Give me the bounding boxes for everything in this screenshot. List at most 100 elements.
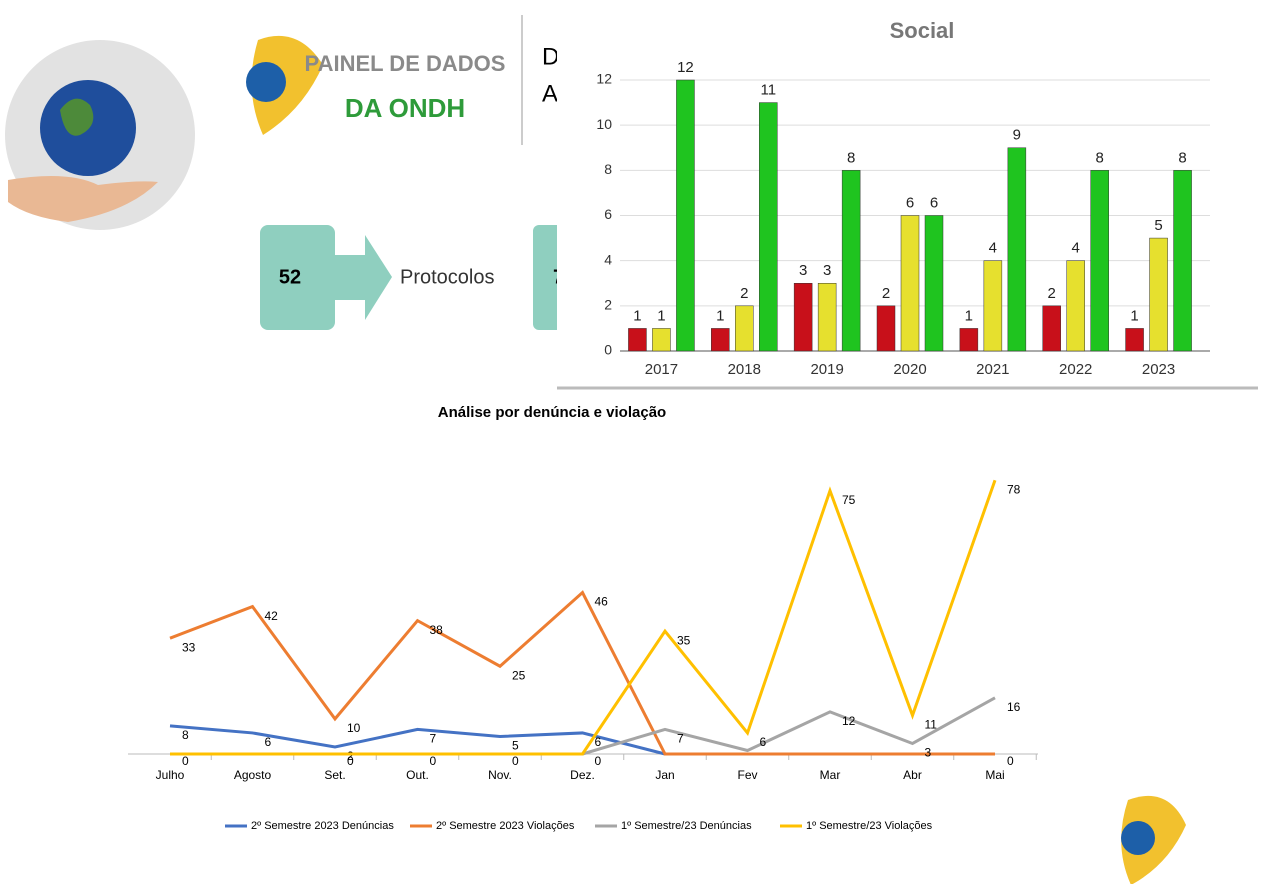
bar (841, 170, 861, 352)
x-tick-label: Out. (406, 768, 429, 782)
data-label: 12 (677, 59, 694, 76)
x-tick-label: Set. (324, 768, 345, 782)
data-label: 38 (430, 623, 444, 637)
data-label: 8 (1178, 149, 1186, 166)
series-line (169, 724, 666, 756)
data-label: 78 (1007, 482, 1021, 496)
legend-label: 2º Semestre 2023 Denúncias (251, 820, 394, 832)
y-tick-label: 10 (596, 116, 612, 132)
data-label: 0 (430, 754, 437, 768)
chart-title: Social (890, 18, 955, 43)
logo-title: PAINEL DE DADOS (305, 51, 506, 76)
arrow (335, 235, 392, 320)
y-tick-label: 0 (604, 342, 612, 358)
cut-text: D (542, 43, 559, 70)
bar (1173, 170, 1192, 352)
legend-label: 1º Semestre/23 Denúncias (621, 820, 752, 832)
data-label: 5 (1154, 217, 1162, 234)
x-tick-label: 2018 (728, 361, 761, 378)
data-label: 4 (1072, 240, 1080, 257)
data-label: 0 (1007, 754, 1014, 768)
bar (1007, 147, 1027, 352)
chart-title: Análise por denúncia e violação (438, 404, 666, 421)
bar (1149, 237, 1168, 352)
bar (652, 328, 671, 352)
data-label: 1 (1130, 307, 1138, 324)
legend-label: 1º Semestre/23 Violações (806, 820, 933, 832)
bar (1042, 305, 1061, 352)
globe-land (60, 98, 94, 136)
x-tick-label: 2021 (976, 361, 1009, 378)
data-label: 33 (182, 640, 196, 654)
data-label: 16 (1007, 700, 1021, 714)
series-line (582, 696, 996, 756)
x-tick-label: Agosto (234, 768, 272, 782)
data-label: 3 (799, 262, 807, 279)
data-label: 2 (740, 285, 748, 302)
bar (817, 283, 837, 352)
data-label: 0 (182, 754, 189, 768)
protocol-box (260, 225, 335, 330)
data-label: 0 (347, 754, 354, 768)
x-tick-label: Mar (820, 768, 841, 782)
data-label: 35 (677, 633, 691, 647)
bar (676, 79, 695, 352)
bar (1090, 170, 1109, 352)
bar (983, 260, 1003, 352)
protocol-box (533, 225, 563, 330)
x-tick-label: Fev (737, 768, 757, 782)
data-label: 8 (182, 728, 189, 742)
data-label: 7 (677, 732, 684, 746)
x-tick-label: 2019 (810, 361, 843, 378)
cut-text: A (542, 80, 558, 107)
data-label: 3 (925, 746, 932, 760)
y-tick-label: 6 (604, 206, 612, 222)
data-label: 6 (265, 735, 272, 749)
hand (8, 176, 158, 222)
x-tick-label: Mai (985, 768, 1004, 782)
y-tick-label: 12 (596, 71, 612, 87)
data-label: 6 (930, 194, 938, 211)
data-label: 8 (1096, 149, 1104, 166)
bar (959, 328, 979, 352)
protocol-label: Protocolos (400, 266, 495, 288)
series-line (170, 479, 997, 756)
logo-shape (251, 35, 323, 136)
bar (876, 305, 896, 352)
data-label: 5 (512, 739, 519, 753)
y-tick-label: 8 (604, 161, 612, 177)
bar (628, 328, 647, 352)
data-label: 4 (989, 240, 997, 257)
data-label: 6 (760, 735, 767, 749)
protocol-count: 52 (279, 266, 301, 288)
x-tick-label: 2017 (645, 361, 678, 378)
data-label: 46 (595, 595, 609, 609)
y-tick-label: 4 (604, 251, 612, 267)
data-label: 1 (633, 307, 641, 324)
data-label: 1 (657, 307, 665, 324)
data-label: 75 (842, 493, 856, 507)
data-label: 12 (842, 714, 856, 728)
data-label: 6 (906, 194, 914, 211)
x-tick-label: 2023 (1142, 361, 1175, 378)
bar (793, 283, 813, 352)
logo-subtitle: DA ONDH (345, 93, 465, 123)
data-label: 6 (595, 735, 602, 749)
data-label: 7 (430, 732, 437, 746)
data-label: 11 (760, 82, 776, 99)
data-label: 2 (882, 285, 890, 302)
bar (711, 328, 730, 352)
data-label: 0 (595, 754, 602, 768)
data-label: 3 (823, 262, 831, 279)
x-tick-label: Abr (903, 768, 922, 782)
bar (1125, 328, 1144, 352)
bar (759, 102, 778, 352)
bar (900, 215, 920, 352)
bar (924, 215, 944, 352)
x-tick-label: 2020 (893, 361, 926, 378)
legend-label: 2º Semestre 2023 Violações (436, 820, 575, 832)
data-label: 8 (847, 149, 855, 166)
data-label: 0 (512, 754, 519, 768)
data-label: 11 (925, 718, 938, 732)
